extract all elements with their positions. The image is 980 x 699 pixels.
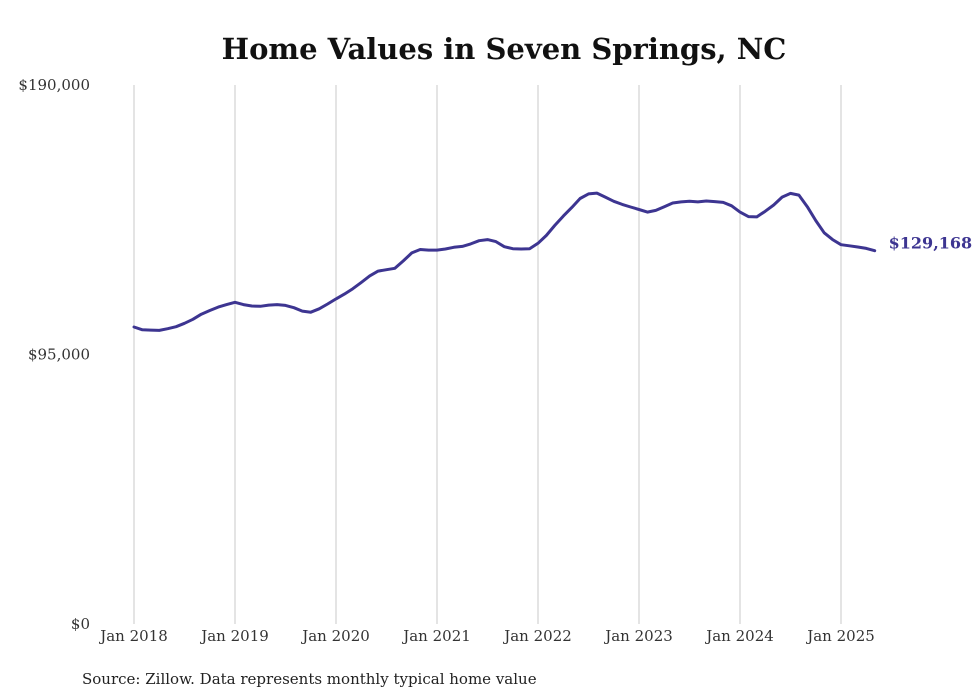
latest-value-label: $129,168 — [889, 234, 973, 253]
x-tick-label: Jan 2022 — [502, 627, 572, 645]
x-tick-label: Jan 2023 — [603, 627, 673, 645]
x-tick-label: Jan 2021 — [401, 627, 471, 645]
chart-title: Home Values in Seven Springs, NC — [222, 32, 787, 66]
home-value-series-line — [132, 191, 877, 332]
y-axis-tick-labels: $190,000 $95,000 $0 — [18, 76, 90, 633]
x-tick-label: Jan 2019 — [199, 627, 269, 645]
y-tick-label: $0 — [71, 615, 90, 633]
x-tick-label: Jan 2025 — [805, 627, 875, 645]
x-tick-label: Jan 2024 — [704, 627, 774, 645]
source-note: Source: Zillow. Data represents monthly … — [82, 670, 537, 688]
vertical-gridlines — [133, 85, 842, 624]
y-tick-label: $95,000 — [28, 346, 90, 364]
x-axis-tick-labels: Jan 2018 Jan 2019 Jan 2020 Jan 2021 Jan 2022… — [98, 627, 875, 645]
y-tick-label: $190,000 — [18, 76, 90, 94]
x-tick-label: Jan 2020 — [300, 627, 370, 645]
x-tick-label: Jan 2018 — [98, 627, 168, 645]
